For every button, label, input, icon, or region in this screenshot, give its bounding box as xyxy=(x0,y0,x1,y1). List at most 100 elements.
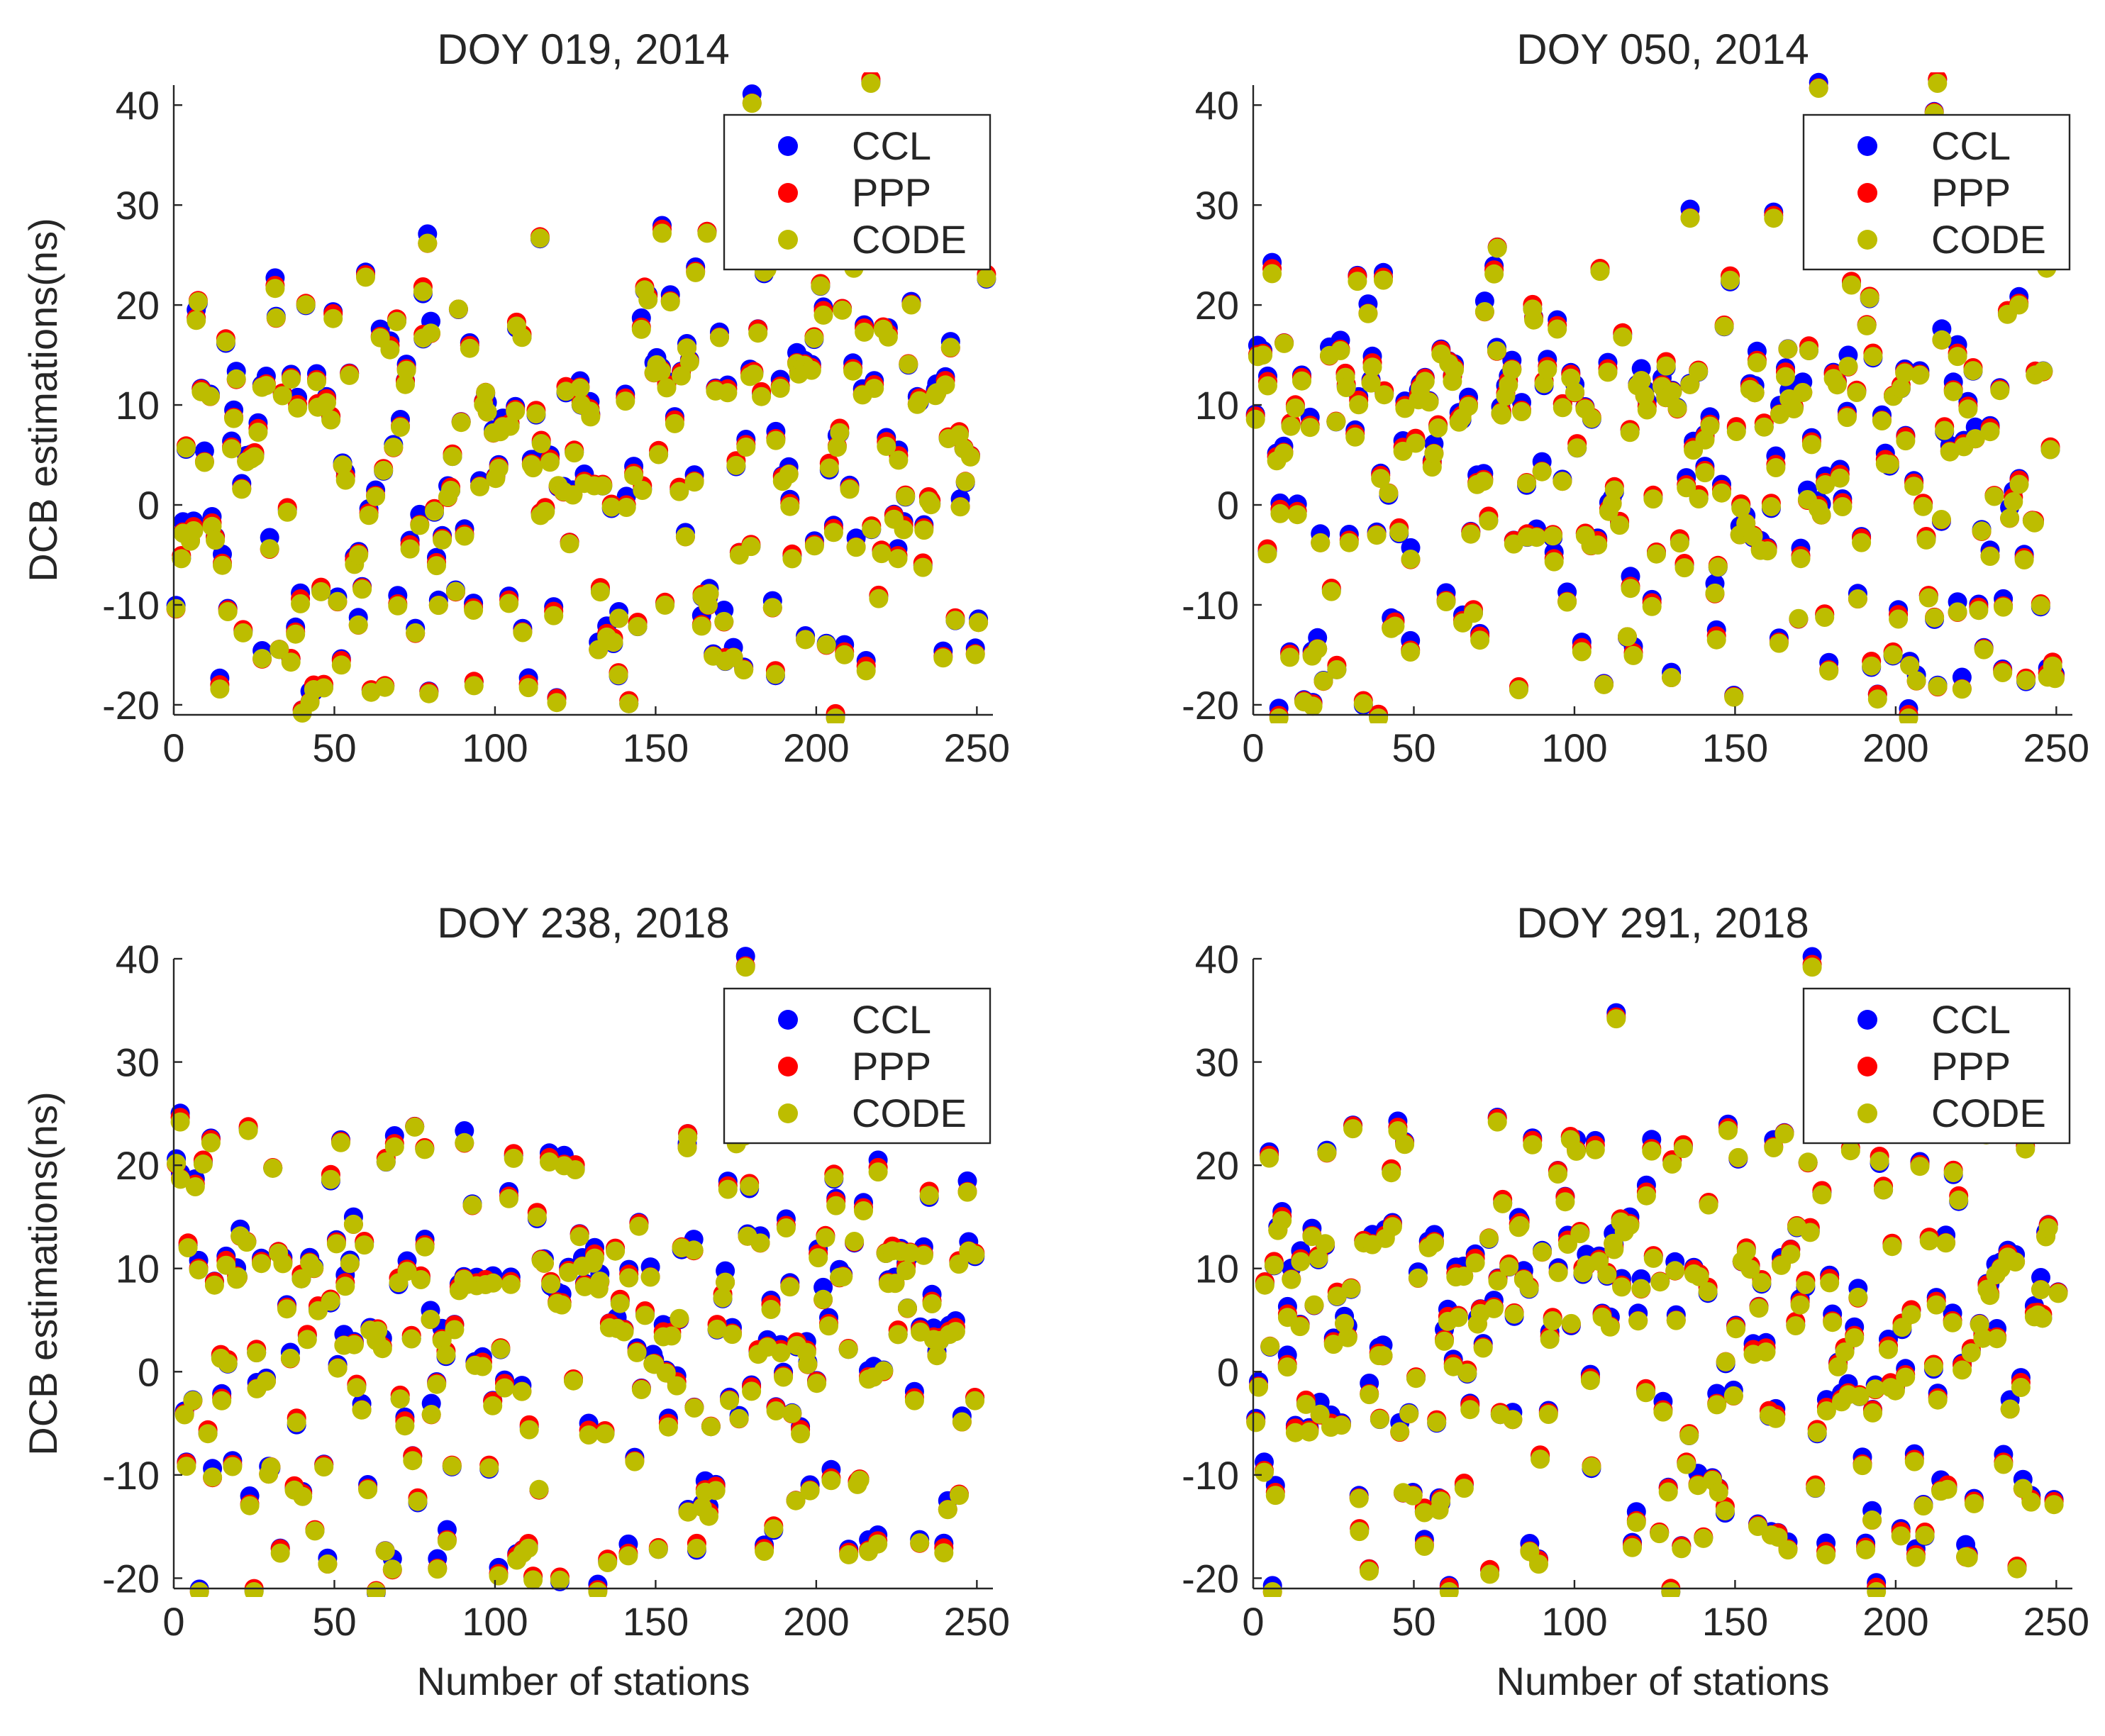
x-tick-label: 150 xyxy=(1702,1599,1768,1644)
point-code xyxy=(233,623,253,642)
y-tick-label: 10 xyxy=(116,1247,160,1291)
point-code xyxy=(1731,498,1751,518)
point-code xyxy=(804,328,824,348)
point-code xyxy=(2016,1139,2035,1159)
y-axis-label: DCB estimations(ns) xyxy=(21,1091,65,1455)
point-code xyxy=(969,613,989,633)
point-code xyxy=(390,1389,410,1409)
point-code xyxy=(1806,1478,1826,1498)
point-code xyxy=(1837,408,1857,428)
point-code xyxy=(1527,528,1547,547)
point-code xyxy=(776,1218,796,1237)
point-code xyxy=(321,410,341,430)
legend-marker-ppp xyxy=(778,183,798,203)
point-code xyxy=(670,482,689,501)
legend-marker-ccl xyxy=(778,136,798,156)
point-code xyxy=(395,1416,415,1436)
point-code xyxy=(819,1316,838,1336)
point-code xyxy=(949,1254,969,1274)
point-code xyxy=(244,1582,264,1597)
point-code xyxy=(441,480,460,500)
point-code xyxy=(1580,1371,1600,1391)
point-code xyxy=(1835,1342,1855,1362)
point-code xyxy=(796,630,816,650)
point-code xyxy=(1677,478,1696,498)
point-code xyxy=(247,1343,267,1363)
point-code xyxy=(224,408,244,428)
x-tick-label: 250 xyxy=(2023,1599,2089,1644)
point-code xyxy=(421,1405,441,1424)
point-code xyxy=(1255,1462,1274,1482)
legend-marker-ccl xyxy=(778,1010,798,1030)
point-code xyxy=(201,1133,221,1152)
point-code xyxy=(1308,639,1328,659)
point-code xyxy=(1533,1242,1552,1262)
point-code xyxy=(616,498,636,517)
point-code xyxy=(1350,1522,1370,1542)
point-code xyxy=(1707,1395,1727,1415)
point-code xyxy=(609,608,629,628)
x-tick-label: 200 xyxy=(1862,725,1928,770)
point-code xyxy=(1726,1319,1746,1339)
point-code xyxy=(382,1559,402,1579)
point-code xyxy=(1650,1272,1670,1292)
point-code xyxy=(1348,272,1367,291)
point-code xyxy=(1309,1249,1328,1269)
point-code xyxy=(1789,608,1809,628)
point-code xyxy=(565,1160,585,1179)
point-code xyxy=(1754,417,1774,437)
point-code xyxy=(1716,1352,1735,1371)
point-code xyxy=(1891,1526,1911,1546)
point-code xyxy=(455,1133,474,1152)
point-code xyxy=(1674,558,1694,578)
point-code xyxy=(464,601,484,620)
point-code xyxy=(1582,408,1601,428)
point-code xyxy=(1561,1313,1581,1333)
point-code xyxy=(210,679,230,699)
point-code xyxy=(835,645,855,664)
point-code xyxy=(590,1272,610,1291)
point-code xyxy=(1499,1257,1519,1276)
point-code xyxy=(171,1169,190,1189)
point-code xyxy=(761,1300,781,1319)
point-code xyxy=(821,1471,841,1491)
point-code xyxy=(228,1267,248,1287)
point-code xyxy=(628,617,648,636)
point-code xyxy=(531,434,551,453)
point-code xyxy=(1943,1313,1962,1332)
point-code xyxy=(813,1289,833,1309)
point-code xyxy=(518,1538,538,1558)
point-code xyxy=(523,458,543,478)
point-code xyxy=(762,598,782,618)
point-code xyxy=(670,1308,689,1328)
point-code xyxy=(898,1298,917,1318)
point-code xyxy=(1585,1140,1605,1159)
point-code xyxy=(529,1479,549,1499)
x-tick-label: 150 xyxy=(623,725,689,770)
point-code xyxy=(855,322,874,342)
point-code xyxy=(1631,371,1651,391)
point-code xyxy=(1642,1141,1662,1161)
point-code xyxy=(534,1253,554,1273)
point-code xyxy=(1879,1340,1898,1359)
point-code xyxy=(1631,1279,1651,1298)
point-code xyxy=(1479,511,1499,531)
point-code xyxy=(686,262,706,282)
point-code xyxy=(1830,468,1850,488)
legend-marker-ppp xyxy=(1857,183,1877,203)
point-code xyxy=(1454,1267,1474,1286)
point-code xyxy=(1336,378,1356,397)
x-axis-label: Number of stations xyxy=(417,1659,750,1703)
point-code xyxy=(1689,1267,1709,1286)
point-code xyxy=(1724,687,1744,707)
point-code xyxy=(766,430,786,450)
x-tick-label: 200 xyxy=(783,725,849,770)
point-code xyxy=(425,501,444,521)
point-code xyxy=(1260,1337,1280,1357)
point-code xyxy=(177,1457,196,1476)
point-code xyxy=(1523,1135,1543,1154)
point-code xyxy=(616,391,635,411)
point-code xyxy=(188,292,208,311)
point-code xyxy=(184,521,204,540)
point-code xyxy=(570,378,590,398)
